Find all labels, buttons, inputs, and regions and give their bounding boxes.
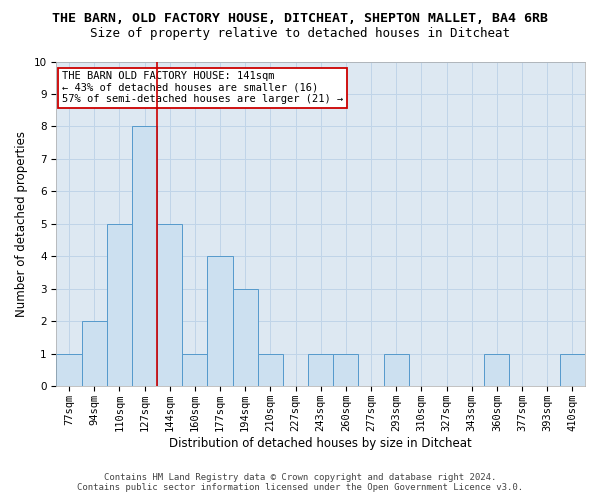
Bar — [308, 354, 333, 386]
Text: THE BARN, OLD FACTORY HOUSE, DITCHEAT, SHEPTON MALLET, BA4 6RB: THE BARN, OLD FACTORY HOUSE, DITCHEAT, S… — [52, 12, 548, 26]
Text: THE BARN OLD FACTORY HOUSE: 141sqm
← 43% of detached houses are smaller (16)
57%: THE BARN OLD FACTORY HOUSE: 141sqm ← 43%… — [62, 71, 343, 104]
Bar — [132, 126, 157, 386]
Y-axis label: Number of detached properties: Number of detached properties — [15, 131, 28, 317]
Bar — [333, 354, 358, 386]
Text: Size of property relative to detached houses in Ditcheat: Size of property relative to detached ho… — [90, 28, 510, 40]
Bar — [484, 354, 509, 386]
Bar — [182, 354, 208, 386]
Bar — [56, 354, 82, 386]
Bar — [258, 354, 283, 386]
Bar — [560, 354, 585, 386]
X-axis label: Distribution of detached houses by size in Ditcheat: Distribution of detached houses by size … — [169, 437, 472, 450]
Bar — [208, 256, 233, 386]
Text: Contains HM Land Registry data © Crown copyright and database right 2024.
Contai: Contains HM Land Registry data © Crown c… — [77, 473, 523, 492]
Bar — [157, 224, 182, 386]
Bar — [383, 354, 409, 386]
Bar — [233, 289, 258, 386]
Bar — [82, 322, 107, 386]
Bar — [107, 224, 132, 386]
